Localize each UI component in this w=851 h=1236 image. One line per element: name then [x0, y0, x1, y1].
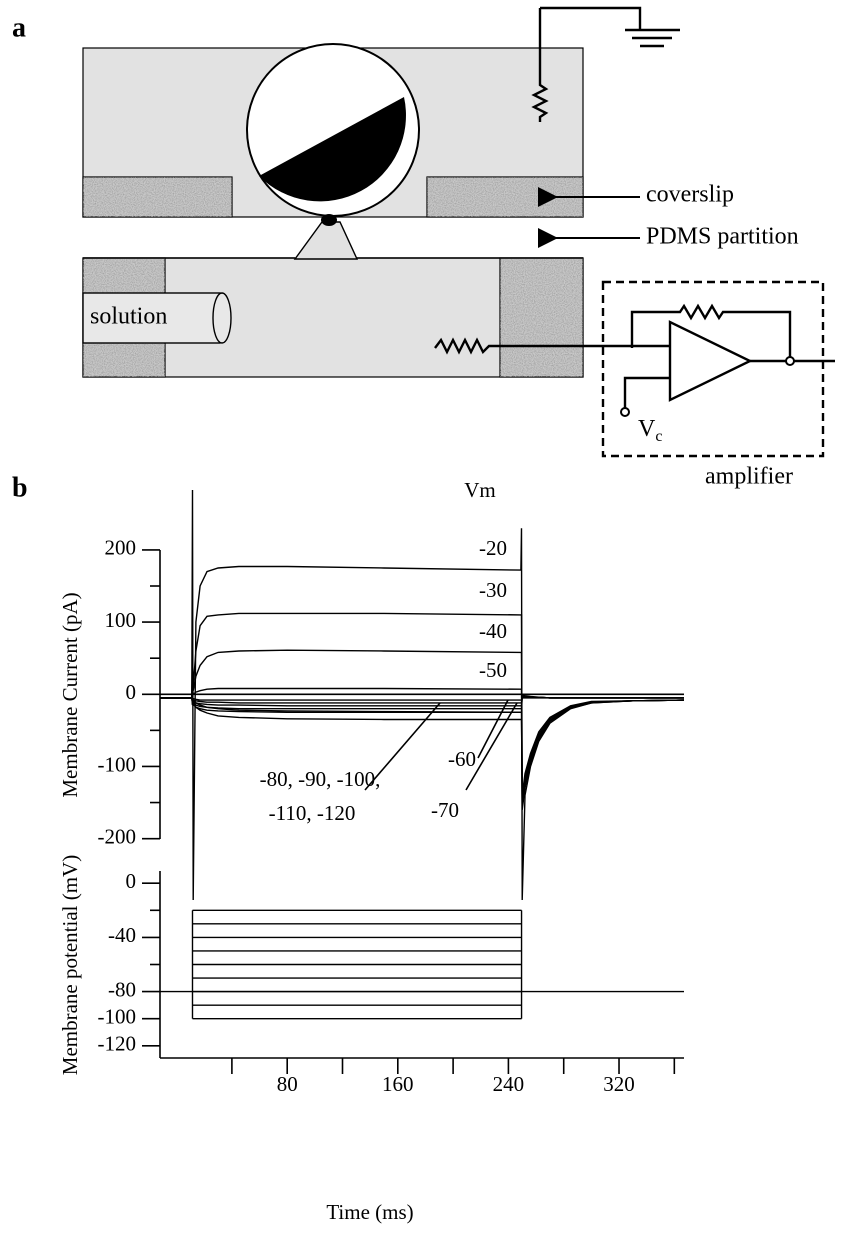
x-axis-title: Time (ms)	[326, 1200, 413, 1224]
solution-tube	[82, 292, 221, 344]
trace-label: -70	[431, 798, 459, 822]
trace	[160, 489, 685, 901]
amplifier-box	[601, 280, 825, 458]
y-tick-label: -80	[108, 977, 136, 1001]
annotation: -110, -120	[269, 801, 356, 825]
tube-end	[212, 292, 232, 344]
y-tick-label: 0	[126, 869, 137, 893]
y-tick-label: -100	[98, 752, 137, 776]
trace-label: -30	[479, 578, 507, 602]
label: Vc	[638, 416, 662, 445]
y-tick-label: -40	[108, 923, 136, 947]
trace-label: -50	[479, 658, 507, 682]
trace	[160, 649, 685, 807]
texture	[83, 177, 232, 217]
diagram: a coverslip PDMS partition solution Vc a…	[12, 6, 835, 503]
x-tick-label: 320	[603, 1072, 635, 1096]
texture	[500, 258, 583, 377]
label: amplifier	[705, 464, 793, 490]
cell-neck	[321, 214, 337, 226]
y-tick-label: -200	[98, 824, 137, 848]
label: solution	[90, 304, 167, 330]
y-tick-label: -120	[98, 1032, 137, 1056]
bath-electrode	[531, 8, 549, 122]
electrode	[434, 337, 670, 355]
output-node	[785, 356, 795, 366]
leader-line	[364, 702, 441, 791]
cell-shade	[259, 97, 406, 202]
op-amp	[668, 320, 753, 402]
trace	[160, 697, 685, 799]
y-tick-label: 200	[105, 536, 137, 560]
aperture-cone	[293, 221, 359, 260]
label: PDMS partition	[646, 224, 799, 250]
y-axis-title: Membrane Current (pA)	[58, 592, 82, 797]
y-tick-label: -100	[98, 1005, 137, 1029]
y-tick-label: 100	[105, 608, 137, 632]
legend-title: Vm	[464, 478, 496, 502]
ground-wire	[540, 6, 680, 48]
trace-label: -60	[448, 747, 476, 771]
trace-label: -40	[479, 619, 507, 643]
leader-line	[477, 699, 509, 759]
panel-label: b	[12, 472, 28, 503]
panel-label: a	[12, 12, 26, 43]
x-tick-label: 160	[382, 1072, 414, 1096]
label: V	[638, 416, 656, 442]
annotation: -80, -90, -100,	[260, 767, 381, 791]
x-tick-label: 80	[277, 1072, 298, 1096]
leader-line	[465, 702, 518, 791]
y-axis-title: Membrane potential (mV)	[58, 855, 82, 1075]
subscript: c	[655, 428, 662, 445]
label: coverslip	[646, 182, 734, 208]
trace	[160, 694, 684, 713]
y-tick-label: 0	[126, 680, 137, 704]
x-tick-label: 240	[493, 1072, 525, 1096]
trace	[160, 687, 685, 803]
trace-label: -20	[479, 536, 507, 560]
vc-node	[620, 407, 630, 417]
